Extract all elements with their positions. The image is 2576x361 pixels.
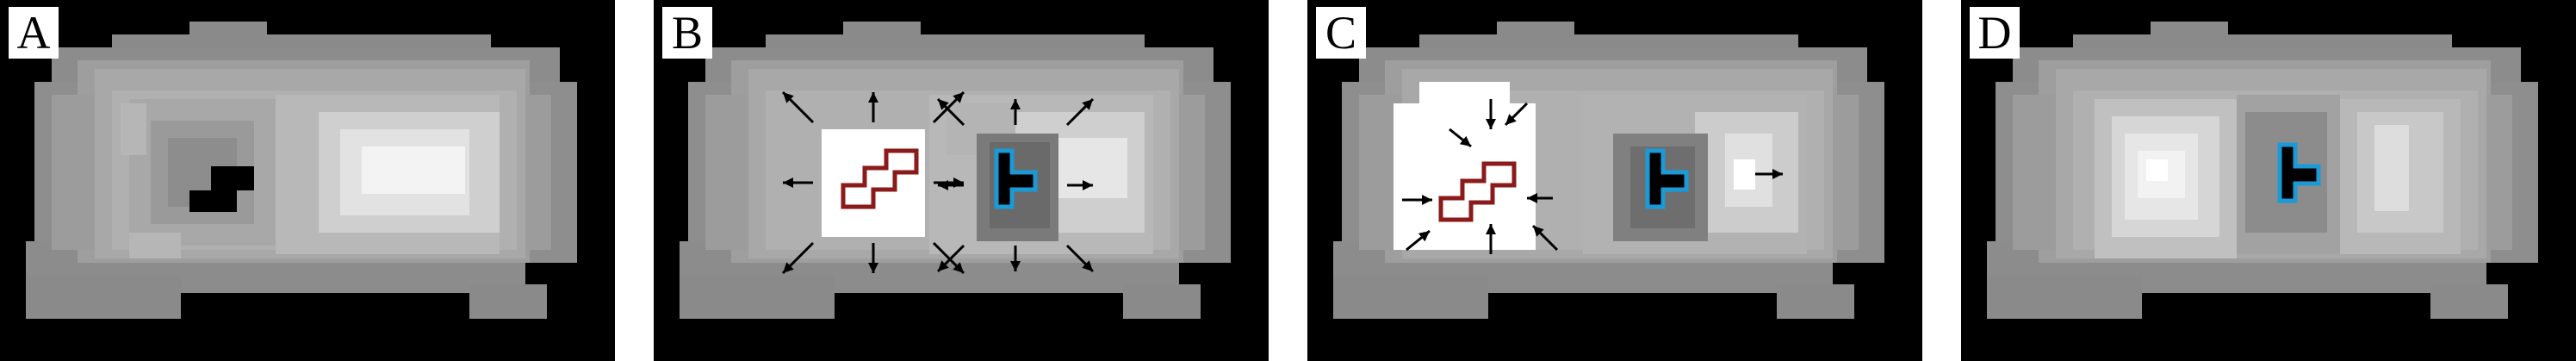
panel-c: C <box>1307 0 1922 361</box>
arrow <box>1531 224 1559 252</box>
arrow <box>1406 229 1431 252</box>
panel-b-label: B <box>662 7 712 59</box>
expanded-region <box>822 129 925 237</box>
arrow-head <box>1527 193 1537 203</box>
arrow-head <box>868 263 878 273</box>
arrow <box>868 243 878 273</box>
arrow <box>1449 128 1472 148</box>
arrow <box>781 90 815 124</box>
arrow-head <box>1010 261 1021 271</box>
arrow-head <box>953 262 964 273</box>
arrow-head <box>1486 224 1496 234</box>
terrain-block <box>1987 276 2142 319</box>
panel-b: B <box>654 0 1269 361</box>
arrow-head <box>783 92 794 103</box>
arrow-head <box>1533 226 1544 237</box>
terrain-blocks <box>1987 22 2538 319</box>
panel-b-map <box>680 22 1231 319</box>
terrain-block <box>121 103 146 155</box>
panel-d-map <box>1987 22 2538 319</box>
arrow <box>1065 97 1095 127</box>
red-staircase-shape <box>1438 161 1517 222</box>
arrow <box>932 90 965 124</box>
arrow <box>936 244 965 273</box>
panel-c-label: C <box>1316 7 1366 59</box>
blue-t-shape <box>2277 142 2321 203</box>
arrow-head <box>1459 135 1471 146</box>
arrow-head <box>938 260 949 271</box>
terrain-block <box>129 233 181 258</box>
arrow-head <box>1486 119 1496 129</box>
terrain-blocks <box>26 22 577 319</box>
hole-shape <box>189 190 237 212</box>
hole-shape <box>211 166 254 190</box>
arrow <box>1067 180 1093 190</box>
arrow-head <box>1082 260 1093 271</box>
arrow-head <box>783 262 794 273</box>
terrain-block <box>1333 276 1488 319</box>
terrain-block <box>26 276 181 319</box>
arrow <box>1065 244 1095 273</box>
blue-t-shape <box>994 148 1038 209</box>
panel-a-map <box>26 22 577 319</box>
arrow <box>1527 193 1553 203</box>
arrow-head <box>783 177 793 188</box>
arrow-head <box>1505 114 1517 125</box>
arrow-head <box>1083 180 1093 190</box>
terrain-block <box>362 146 465 194</box>
arrow-head <box>1422 195 1432 205</box>
terrain-block <box>1777 284 1854 319</box>
arrow <box>1010 99 1021 125</box>
panel-d: D <box>1961 0 2576 361</box>
arrow <box>938 180 964 190</box>
terrain-block <box>680 276 835 319</box>
panel-a: A <box>0 0 615 361</box>
arrow <box>1402 195 1432 205</box>
arrow-head <box>953 92 964 103</box>
arrow-head <box>1082 99 1093 110</box>
terrain-blocks <box>1333 22 1884 319</box>
panel-d-label: D <box>1970 7 2020 59</box>
arrow-head <box>938 99 949 110</box>
panel-c-map <box>1333 22 1884 319</box>
terrain-block <box>2430 284 2508 319</box>
terrain-block <box>2146 159 2168 181</box>
arrow-head <box>1418 231 1430 242</box>
arrow-head <box>938 180 948 190</box>
arrow-head <box>868 92 878 103</box>
terrain-block <box>1734 159 1755 190</box>
arrow <box>1010 246 1021 271</box>
arrow <box>936 97 965 127</box>
arrow <box>932 241 965 275</box>
terrain-block <box>1123 284 1201 319</box>
arrow <box>1486 224 1496 254</box>
blue-t-shape <box>1645 148 1689 209</box>
panel-a-label: A <box>9 7 59 59</box>
arrow <box>781 241 815 275</box>
terrain-blocks <box>680 22 1231 319</box>
arrow <box>868 92 878 122</box>
arrow-head <box>1772 169 1783 179</box>
arrow-head <box>1010 99 1021 109</box>
terrain-block <box>469 284 547 319</box>
arrow <box>1486 99 1496 129</box>
arrow <box>1755 169 1783 179</box>
arrow <box>783 177 813 188</box>
red-staircase-shape <box>841 148 919 209</box>
arrow <box>1504 102 1529 127</box>
terrain-block <box>2374 125 2409 211</box>
